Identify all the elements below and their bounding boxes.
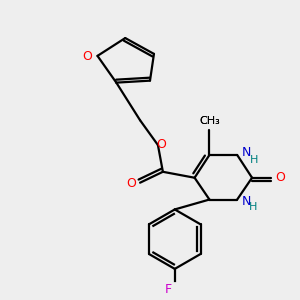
- Text: CH₃: CH₃: [199, 116, 220, 126]
- Text: O: O: [126, 177, 136, 190]
- Text: N: N: [242, 146, 251, 160]
- Text: O: O: [156, 138, 166, 151]
- Text: O: O: [82, 50, 92, 63]
- Text: H: H: [249, 202, 257, 212]
- Text: H: H: [250, 155, 258, 165]
- Text: F: F: [164, 283, 171, 296]
- Text: O: O: [275, 171, 285, 184]
- Text: CH₃: CH₃: [199, 116, 220, 126]
- Text: N: N: [242, 195, 251, 208]
